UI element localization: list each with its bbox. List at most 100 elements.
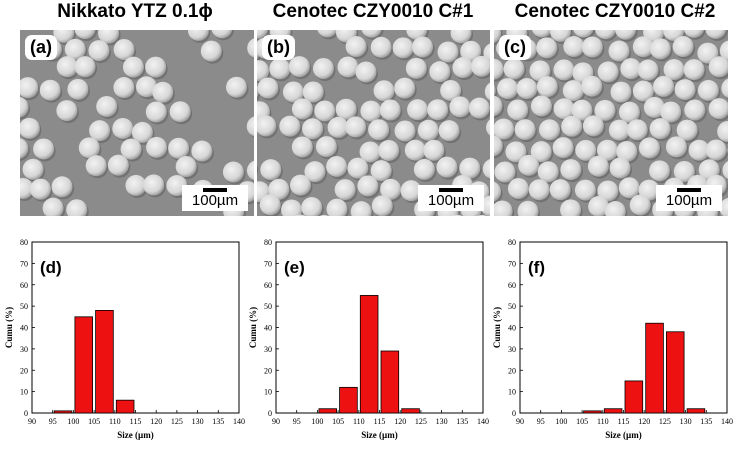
particle	[530, 141, 552, 163]
y-tick-label: 40	[264, 324, 272, 333]
particle	[78, 137, 100, 159]
x-tick-label: 115	[130, 417, 142, 426]
particle	[281, 199, 303, 216]
particle	[581, 36, 603, 58]
particle	[33, 138, 55, 160]
x-tick-label: 125	[171, 417, 183, 426]
particle	[562, 80, 584, 102]
particle	[594, 99, 616, 121]
particle	[380, 178, 402, 200]
particle	[615, 30, 637, 40]
histogram-bar	[401, 408, 420, 414]
particle	[494, 84, 496, 97]
particle	[429, 61, 451, 83]
particle	[560, 159, 582, 181]
particle	[596, 139, 618, 161]
x-tick-label: 135	[212, 417, 224, 426]
particle	[359, 141, 381, 163]
particle	[705, 30, 727, 39]
particle	[279, 115, 301, 137]
particle	[404, 139, 426, 161]
particle	[618, 101, 640, 123]
particle	[450, 30, 472, 44]
scale-bar-line	[439, 188, 463, 192]
particle	[683, 59, 705, 81]
sem-image-c: (c) 100µm	[494, 30, 728, 216]
particle	[412, 36, 434, 58]
y-axis-title: Cumu (%)	[248, 307, 258, 348]
x-tick-label: 100	[555, 417, 567, 426]
x-tick-label: 100	[311, 417, 323, 426]
particle	[697, 79, 719, 101]
y-tick-label: 10	[20, 388, 28, 397]
x-tick-label: 110	[353, 417, 365, 426]
particle	[549, 179, 571, 201]
particle	[452, 57, 474, 79]
particle	[335, 98, 357, 120]
particle	[200, 40, 222, 62]
particle	[405, 57, 427, 79]
particle	[665, 136, 687, 158]
particle	[563, 36, 585, 58]
particle	[575, 139, 597, 161]
particle	[96, 95, 118, 117]
particle	[413, 158, 435, 180]
particle	[394, 120, 416, 142]
particle	[649, 160, 671, 182]
particle	[537, 161, 559, 183]
particle	[317, 30, 338, 38]
particle	[371, 195, 393, 216]
histogram-bar	[686, 408, 706, 414]
particle	[66, 199, 88, 216]
particle	[494, 95, 503, 117]
y-axis-title: Cumu (%)	[492, 307, 502, 348]
particle	[451, 214, 463, 216]
y-tick-label: 70	[508, 259, 516, 268]
y-tick-label: 70	[20, 259, 28, 268]
particle	[56, 100, 78, 122]
particle	[246, 116, 254, 137]
particle	[326, 198, 348, 216]
particle	[517, 200, 539, 216]
particle	[187, 30, 209, 41]
particle	[497, 78, 519, 100]
particle	[168, 137, 190, 159]
panel-label: (e)	[284, 258, 305, 277]
histogram-bar	[53, 410, 73, 414]
x-tick-label: 90	[516, 417, 524, 426]
particle	[315, 136, 337, 158]
particle	[438, 120, 460, 142]
y-tick-label: 20	[20, 366, 28, 375]
particle	[505, 141, 527, 163]
particle	[56, 56, 78, 78]
particle	[618, 177, 640, 199]
x-axis-title: Size (µm)	[361, 430, 397, 440]
particle	[314, 100, 336, 122]
histogram-e: 0 10 20 30 40 50 60 70 80 90 95 100 105 110 115 120 125 1…	[244, 232, 489, 449]
particle	[626, 119, 648, 141]
particle	[616, 140, 638, 162]
particle	[373, 80, 395, 102]
particle	[257, 77, 279, 99]
plot-frame	[31, 241, 240, 414]
particle	[112, 117, 134, 139]
particle	[120, 138, 142, 160]
particle	[595, 30, 617, 40]
histogram-svg-e: 0 10 20 30 40 50 60 70 80 90 95 100 105 110 115 120 125 1…	[248, 238, 489, 440]
particle	[370, 160, 392, 182]
particle	[334, 179, 356, 201]
particle	[516, 78, 538, 100]
x-tick-label: 140	[477, 417, 489, 426]
particle	[503, 58, 525, 80]
histogram-bar	[645, 322, 664, 414]
histogram-bar	[339, 386, 358, 414]
x-tick-label: 105	[332, 417, 344, 426]
particle	[528, 179, 550, 201]
x-tick-label: 120	[394, 417, 406, 426]
histogram-svg-f: 0 10 20 30 40 50 60 70 80 90 95 100 105 110 115 120 125 1…	[492, 238, 733, 440]
x-tick-label: 95	[293, 417, 301, 426]
particle	[301, 197, 323, 216]
particle	[582, 115, 604, 137]
particle	[222, 161, 244, 183]
particle	[312, 58, 334, 80]
